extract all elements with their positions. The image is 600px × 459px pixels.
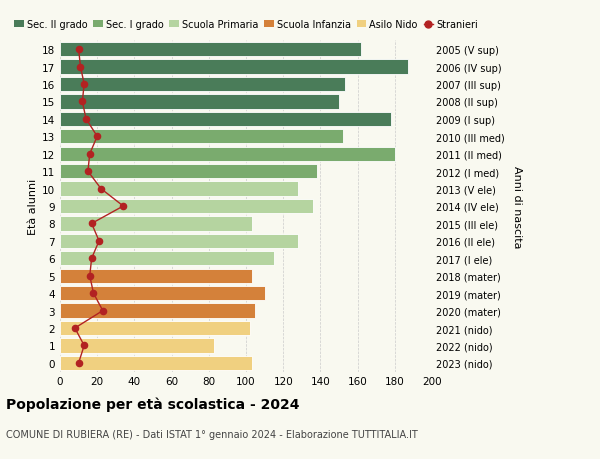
- Bar: [60, 78, 344, 92]
- Bar: [60, 339, 214, 353]
- Point: [87, 220, 97, 228]
- Point: [94, 238, 104, 245]
- Bar: [60, 95, 339, 109]
- Bar: [60, 252, 274, 266]
- Bar: [60, 269, 251, 283]
- Bar: [60, 43, 361, 57]
- Bar: [60, 147, 395, 162]
- Point: [76, 64, 85, 71]
- Point: [92, 133, 102, 140]
- Bar: [60, 165, 317, 179]
- Bar: [60, 321, 250, 336]
- Bar: [60, 217, 251, 231]
- Y-axis label: Età alunni: Età alunni: [28, 179, 38, 235]
- Point: [87, 255, 97, 263]
- Bar: [60, 130, 343, 144]
- Bar: [60, 182, 298, 196]
- Point: [74, 46, 83, 54]
- Bar: [60, 234, 298, 248]
- Point: [98, 307, 107, 314]
- Point: [74, 359, 83, 367]
- Bar: [60, 112, 391, 127]
- Point: [70, 325, 80, 332]
- Point: [85, 273, 95, 280]
- Point: [81, 116, 91, 123]
- Bar: [60, 356, 251, 370]
- Point: [77, 99, 87, 106]
- Text: Popolazione per età scolastica - 2024: Popolazione per età scolastica - 2024: [6, 397, 299, 412]
- Point: [96, 185, 106, 193]
- Y-axis label: Anni di nascita: Anni di nascita: [512, 165, 521, 248]
- Point: [79, 81, 89, 89]
- Point: [85, 151, 95, 158]
- Text: COMUNE DI RUBIERA (RE) - Dati ISTAT 1° gennaio 2024 - Elaborazione TUTTITALIA.IT: COMUNE DI RUBIERA (RE) - Dati ISTAT 1° g…: [6, 429, 418, 439]
- Bar: [60, 286, 265, 301]
- Bar: [60, 199, 313, 214]
- Bar: [60, 60, 408, 74]
- Point: [89, 290, 98, 297]
- Point: [83, 168, 93, 175]
- Legend: Sec. II grado, Sec. I grado, Scuola Primaria, Scuola Infanzia, Asilo Nido, Stran: Sec. II grado, Sec. I grado, Scuola Prim…: [14, 20, 478, 30]
- Point: [79, 342, 89, 349]
- Bar: [60, 304, 256, 318]
- Point: [118, 203, 128, 210]
